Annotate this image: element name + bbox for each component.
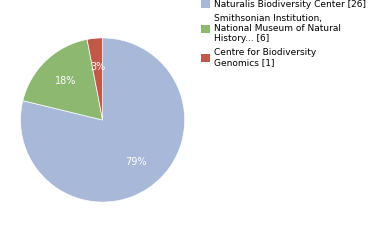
Wedge shape bbox=[23, 39, 103, 120]
Legend: Naturalis Biodiversity Center [26], Smithsonian Institution,
National Museum of : Naturalis Biodiversity Center [26], Smit… bbox=[201, 0, 366, 67]
Text: 3%: 3% bbox=[90, 62, 105, 72]
Text: 79%: 79% bbox=[125, 157, 146, 167]
Text: 18%: 18% bbox=[55, 76, 76, 86]
Wedge shape bbox=[21, 38, 185, 202]
Wedge shape bbox=[87, 38, 103, 120]
